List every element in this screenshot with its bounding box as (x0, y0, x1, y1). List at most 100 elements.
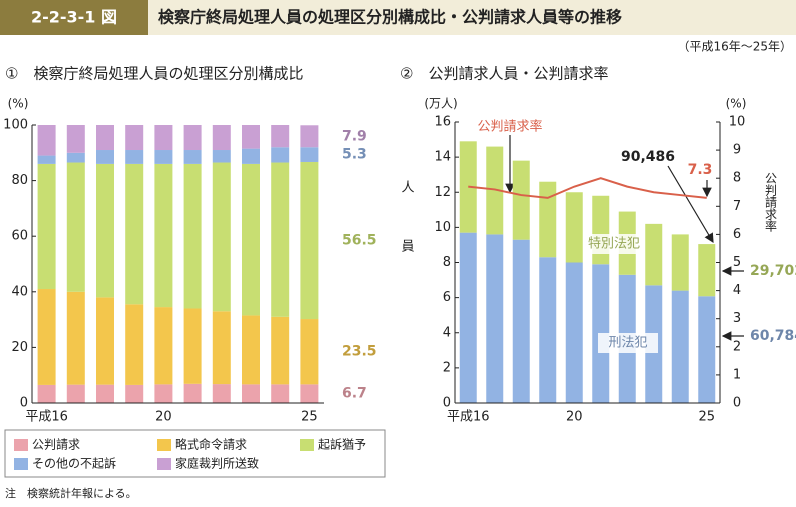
data-label: 7.3 (688, 162, 713, 178)
bar-segment (183, 163, 202, 309)
bar-segment (698, 244, 716, 297)
note: 注 検察統計年報による。 (5, 486, 137, 500)
bar-segment (486, 234, 504, 403)
legend-label: 公判請求 (32, 438, 80, 452)
bar-segment (125, 150, 144, 164)
label-bg (598, 333, 658, 353)
arrow (667, 165, 714, 244)
legend-label: 家庭裁判所送致 (175, 456, 259, 471)
bar-segment (37, 125, 56, 156)
bar-segment (486, 146, 504, 235)
bar-segment (96, 125, 114, 151)
x-tick-label: 25 (698, 410, 715, 425)
y2-tick-label: 6 (733, 227, 741, 242)
bar-segment (212, 125, 231, 151)
bar-segment (96, 163, 114, 298)
y-tick-label: 2 (443, 360, 451, 375)
data-label: 60,784 (750, 328, 796, 344)
bar-segment (183, 150, 202, 164)
bar-segment (242, 384, 260, 403)
chart-title: ① 検察庁終局処理人員の処理区分別構成比 (5, 65, 303, 83)
bar-segment (539, 257, 557, 403)
figure-number: 2-2-3-1 図 (31, 8, 117, 27)
y2-tick-label: 7 (733, 199, 741, 214)
bar-segment (37, 155, 56, 164)
y-tick-label: 10 (434, 220, 451, 235)
bar-segment (539, 181, 557, 258)
bar-segment (183, 308, 202, 384)
bar-segment (300, 319, 319, 385)
bar-segment (300, 125, 319, 148)
y-tick-label: 14 (434, 150, 451, 165)
y-tick-label: 16 (434, 115, 451, 130)
y2-tick-label: 1 (733, 367, 741, 382)
bar-segment (154, 150, 173, 164)
legend-swatch (14, 458, 28, 470)
legend-swatch (300, 439, 314, 451)
bar-segment (512, 160, 530, 240)
data-label: 5.3 (342, 147, 367, 163)
legend-swatch (157, 439, 171, 451)
series-label: 特別法犯 (588, 237, 640, 252)
bar-segment (671, 234, 689, 291)
legend-swatch (14, 439, 28, 451)
bar-segment (645, 223, 663, 286)
y-axis-label: (%) (8, 97, 29, 111)
bar-segment (271, 384, 290, 403)
bar-segment (212, 311, 231, 385)
period: （平成16年～25年） (677, 40, 792, 54)
y2-tick-label: 9 (733, 143, 741, 158)
bar-segment (300, 161, 319, 320)
bar-segment (271, 147, 290, 163)
y-tick-label: 100 (3, 118, 28, 133)
series-label: 刑法犯 (608, 336, 647, 351)
bar-segment (154, 163, 173, 308)
legend-swatch (157, 458, 171, 470)
x-tick-label: 平成16 (447, 410, 490, 425)
bar-segment (125, 304, 144, 385)
data-label: 56.5 (342, 233, 377, 249)
legend-box (4, 429, 386, 478)
line (468, 177, 707, 199)
y2-axis-label: (%) (726, 97, 747, 111)
y-tick-label: 6 (443, 290, 451, 305)
bar-segment (242, 148, 260, 164)
y-tick-label: 0 (20, 396, 28, 411)
figure-number-bg (0, 0, 148, 35)
legend-label: その他の不起訴 (32, 456, 116, 471)
figure-title: 検察庁終局処理人員の処理区分別構成比・公判請求人員等の推移 (158, 8, 622, 27)
bar-segment (96, 384, 114, 403)
bar-segment (300, 384, 319, 403)
bar-segment (183, 383, 202, 403)
bar-segment (242, 163, 260, 316)
annotation: 90,486 (621, 149, 675, 165)
data-label: 23.5 (342, 344, 377, 360)
x-tick-label: 平成16 (25, 410, 68, 425)
chart-title: ② 公判請求人員・公判請求率 (400, 65, 608, 83)
bar-segment (66, 384, 85, 403)
data-label: 7.9 (342, 128, 367, 144)
bar-segment (212, 150, 231, 163)
bar-segment (212, 384, 231, 403)
y-tick-label: 8 (443, 255, 451, 270)
bar-segment (698, 296, 716, 403)
legend-label: 起訴猶予 (318, 437, 366, 452)
y2-axis-title: 公判請求率 (764, 172, 778, 232)
x-tick-label: 20 (566, 410, 583, 425)
y2-tick-label: 0 (733, 396, 741, 411)
bar-segment (96, 297, 114, 385)
y2-tick-label: 4 (733, 283, 741, 298)
y2-tick-label: 2 (733, 339, 741, 354)
y-tick-label: 60 (11, 229, 28, 244)
bar-segment (512, 239, 530, 403)
bar-segment (271, 316, 290, 385)
bar-segment (565, 192, 583, 263)
bar-segment (242, 315, 260, 385)
bar-segment (212, 162, 231, 312)
bar-segment (300, 147, 319, 162)
label-bg (584, 234, 644, 254)
data-label: 29,702 (750, 263, 796, 279)
y2-tick-label: 8 (733, 171, 741, 186)
